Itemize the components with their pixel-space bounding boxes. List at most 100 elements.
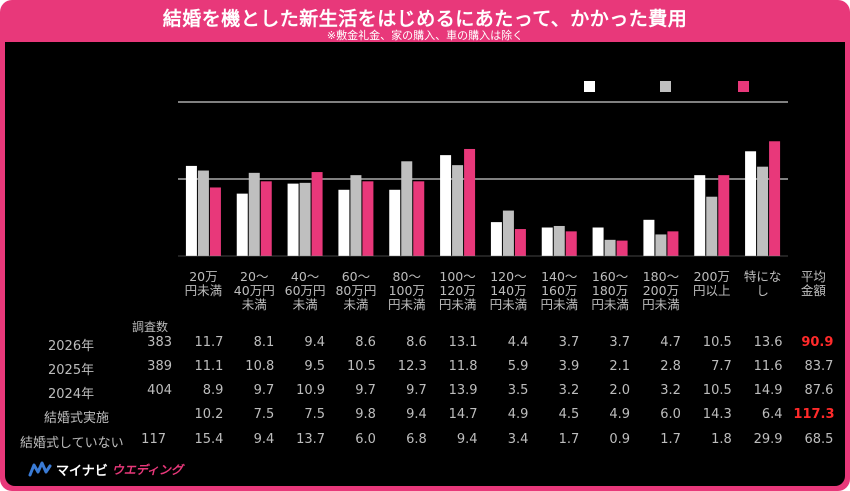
table-cell: 4.9 [507, 407, 529, 422]
bar [565, 231, 577, 256]
table-cell: 3.7 [558, 335, 580, 350]
category-label: 100～ 120万 円未満 [438, 269, 477, 312]
bar [413, 181, 425, 256]
bar [401, 161, 413, 256]
chart-panel [5, 42, 845, 486]
table-cell: 9.7 [253, 383, 275, 398]
bar [209, 187, 221, 256]
bar [541, 227, 553, 256]
category-label: 120～ 140万 円未満 [489, 269, 528, 312]
table-row-n: 117 [141, 432, 166, 447]
legend-swatch [738, 81, 749, 92]
brand-logo: マイナビ ウエディング [28, 458, 183, 480]
table-cell: 4.7 [660, 335, 681, 350]
table-cell: 9.5 [304, 359, 326, 374]
bar [604, 239, 616, 256]
chart-title: 結婚を機とした新生活をはじめるにあたって、かかった費用 [162, 8, 688, 30]
table-row-label: 結婚式していない [20, 436, 124, 451]
table-cell: 9.4 [406, 407, 427, 422]
table-cell: 6.4 [761, 407, 783, 422]
table-row-n: 383 [147, 335, 172, 350]
table-cell: 4.9 [609, 407, 631, 422]
bar [718, 175, 730, 256]
table-cell: 7.5 [304, 407, 326, 422]
bar [452, 165, 464, 256]
table-cell: 10.2 [194, 407, 224, 422]
table-cell: 10.8 [245, 359, 275, 374]
bar [464, 148, 476, 256]
table-cell: 7.7 [711, 359, 732, 374]
table-cell: 10.5 [346, 359, 376, 374]
table-cell: 10.5 [702, 335, 732, 350]
bar [338, 189, 350, 256]
table-cell: 3.2 [660, 383, 681, 398]
table-cell: 0.9 [609, 432, 631, 447]
table-cell: 11.1 [194, 359, 224, 374]
table-cell: 2.1 [609, 359, 631, 374]
bar [197, 170, 209, 256]
table-cell: 3.5 [507, 383, 529, 398]
table-cell: 1.7 [558, 432, 580, 447]
bar [350, 175, 362, 256]
table-cell: 1.7 [660, 432, 681, 447]
table-cell: 10.9 [296, 383, 326, 398]
table-row-n: 389 [147, 359, 172, 374]
table-cell: 2.8 [660, 359, 681, 374]
table-cell: 15.4 [194, 432, 224, 447]
table-cell: 9.4 [253, 432, 275, 447]
table-cell: 9.7 [406, 383, 427, 398]
bar [694, 175, 706, 256]
table-cell: 8.6 [355, 335, 376, 350]
table-cell: 14.7 [448, 407, 478, 422]
logo-text-mynavi: マイナビ [56, 463, 108, 479]
bar [514, 229, 526, 256]
chart-subtitle: ※敷金礼金、家の購入、車の購入は除く [326, 29, 524, 42]
table-cell: 11.6 [753, 359, 783, 374]
bar [745, 151, 757, 256]
bar [287, 183, 299, 256]
category-label: 20万 円未満 [184, 269, 223, 298]
sample-size-header: 調査数 [132, 320, 169, 334]
bar [311, 172, 323, 256]
table-cell-average: 83.7 [804, 359, 834, 374]
bar [616, 240, 628, 256]
table-cell: 2.0 [609, 383, 631, 398]
table-cell: 13.9 [448, 383, 478, 398]
table-cell: 3.7 [609, 335, 631, 350]
table-cell: 7.5 [253, 407, 275, 422]
table-cell: 13.6 [753, 335, 783, 350]
table-cell: 12.3 [397, 359, 427, 374]
table-cell: 11.7 [194, 335, 224, 350]
legend-swatch [660, 81, 671, 92]
table-cell: 13.7 [296, 432, 326, 447]
bar [655, 234, 667, 256]
category-label: 160～ 180万 円未満 [591, 269, 629, 312]
table-row-label: 2025年 [48, 363, 95, 378]
bar [260, 181, 272, 256]
table-cell-average: 117.3 [793, 407, 835, 422]
table-cell-average: 90.9 [801, 335, 834, 350]
table-cell-average: 68.5 [804, 432, 834, 447]
logo-mark-icon [28, 461, 52, 477]
category-label: 200万 円以上 [692, 269, 731, 298]
bar [440, 155, 452, 256]
table-cell: 14.9 [753, 383, 783, 398]
category-label: 60～ 80万円 未満 [335, 269, 377, 312]
table-cell: 29.9 [753, 432, 783, 447]
bar [592, 227, 604, 256]
bar [769, 141, 781, 256]
bar [248, 172, 260, 256]
bar [185, 165, 197, 256]
table-cell: 4.5 [558, 407, 580, 422]
bar [553, 225, 565, 256]
table-cell: 6.8 [406, 432, 427, 447]
table-cell: 3.9 [558, 359, 580, 374]
bar [490, 222, 502, 256]
table-cell: 5.9 [507, 359, 529, 374]
table-cell: 10.5 [702, 383, 732, 398]
logo-text-wedding: ウエディング [111, 462, 183, 477]
category-label: 180～ 200万 円未満 [642, 269, 680, 312]
table-cell: 3.4 [507, 432, 529, 447]
table-cell: 8.6 [406, 335, 427, 350]
bar [389, 189, 401, 256]
